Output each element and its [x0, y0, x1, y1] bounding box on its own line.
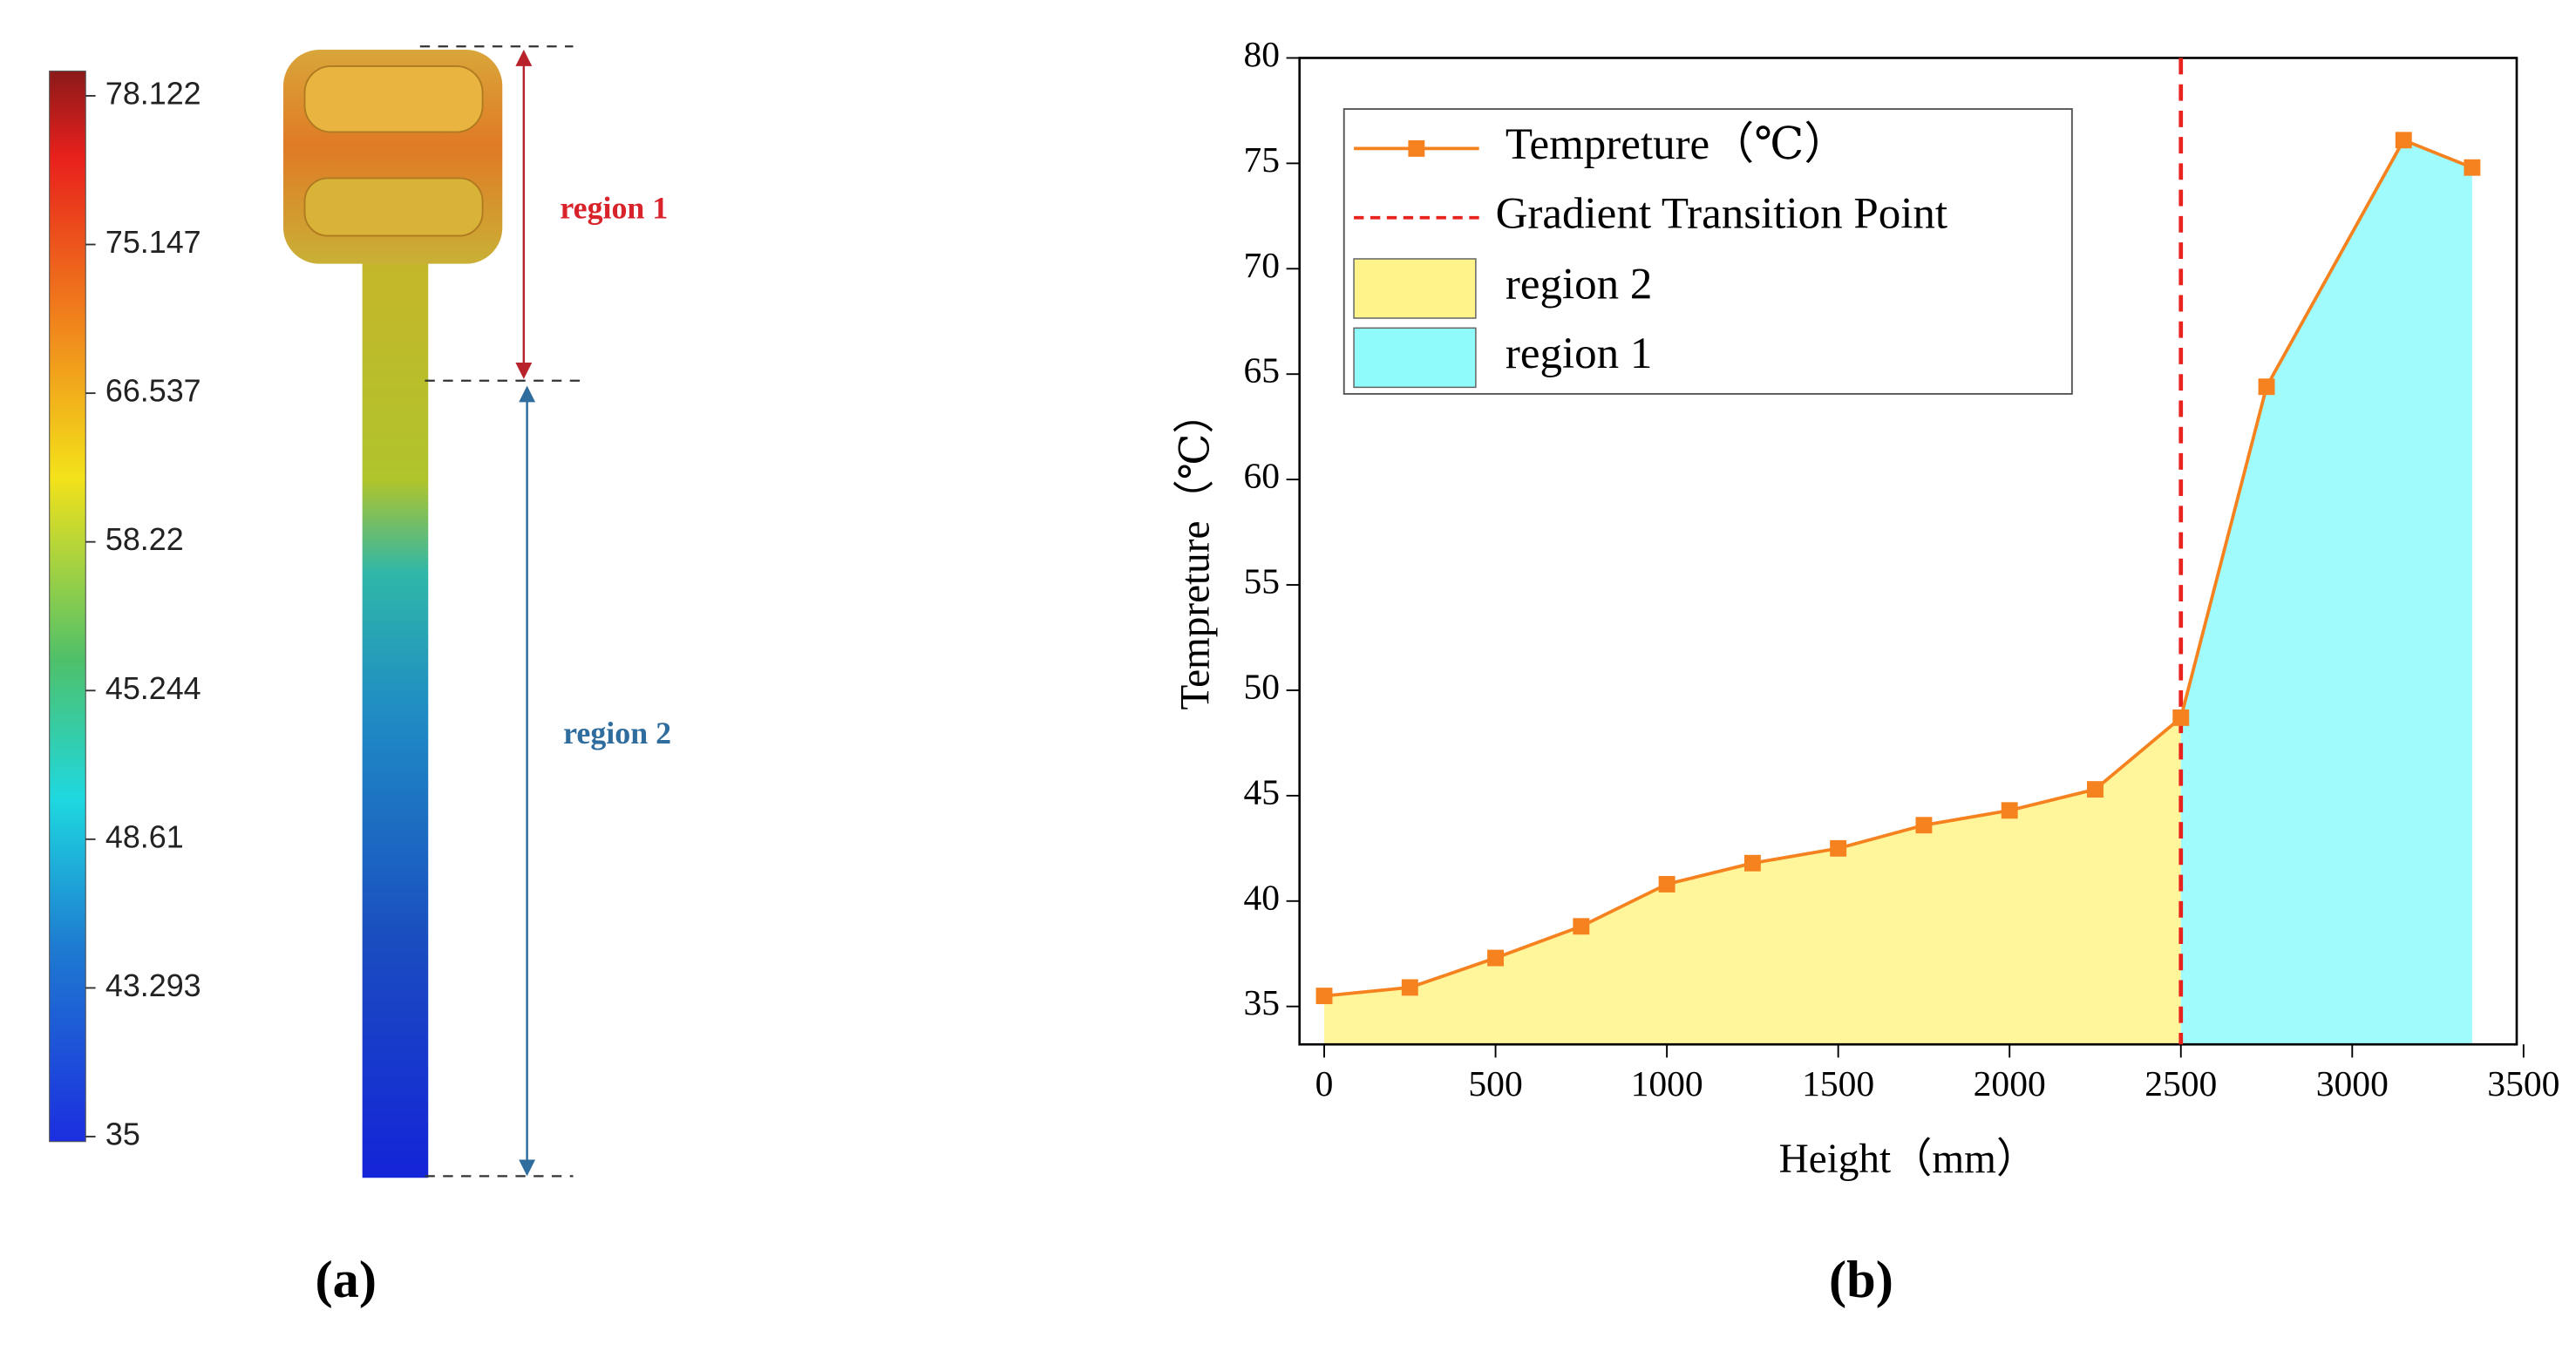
marker — [1743, 854, 1761, 872]
y-tick-label: 50 — [1244, 666, 1281, 706]
panel-label: (a) — [316, 1251, 377, 1309]
y-tick-label: 60 — [1244, 456, 1281, 496]
x-tick-label: 1500 — [1802, 1063, 1874, 1103]
legend-label: region 2 — [1505, 261, 1653, 309]
region-fill — [2180, 139, 2472, 1045]
stem — [362, 247, 429, 1178]
y-tick-label: 35 — [1244, 982, 1281, 1022]
x-axis-label: Height（mm） — [1779, 1137, 2037, 1182]
y-tick-label: 75 — [1244, 139, 1281, 180]
colorbar-label: 43.293 — [105, 968, 201, 1003]
y-tick-label: 70 — [1244, 245, 1281, 285]
series-line — [1323, 138, 2473, 998]
y-tick-label: 55 — [1244, 561, 1281, 601]
legend-label: region 1 — [1505, 329, 1653, 378]
plot-frame — [1298, 57, 2518, 1046]
x-tick-label: 500 — [1468, 1063, 1522, 1103]
colorbar-label: 78.122 — [105, 76, 201, 111]
x-tick-label: 2000 — [1974, 1063, 2046, 1103]
marker — [2464, 159, 2481, 176]
legend-swatch — [1353, 327, 1477, 389]
marker — [1573, 918, 1590, 935]
region-fill — [1324, 717, 2181, 1045]
colorbar-label: 66.537 — [105, 374, 201, 409]
head-slot — [303, 177, 484, 237]
legend-label: Tempreture（℃） — [1505, 120, 1848, 169]
marker — [2395, 132, 2412, 149]
panel-label: (b) — [1829, 1251, 1893, 1309]
region-label: region 2 — [563, 716, 671, 750]
head-slot — [303, 64, 484, 133]
marker — [1487, 949, 1505, 967]
x-tick-label: 0 — [1315, 1063, 1334, 1103]
y-tick-label: 45 — [1244, 771, 1281, 811]
colorbar-label: 48.61 — [105, 819, 184, 854]
colorbar-label: 75.147 — [105, 225, 201, 260]
legend-label: Gradient Transition Point — [1496, 189, 1948, 238]
legend-swatch — [1353, 258, 1477, 319]
y-tick-label: 40 — [1244, 877, 1281, 917]
y-axis-label: Tempreture（℃） — [1172, 392, 1218, 709]
marker — [2087, 781, 2104, 798]
panel-b: 35 40 45 50 55 60 65 70 75 80 0 500 1000 1500 2000 2500… — [1172, 34, 2559, 1309]
marker — [2001, 802, 2018, 819]
marker — [1315, 988, 1333, 1005]
legend-marker — [1408, 139, 1425, 157]
colorbar-label: 58.22 — [105, 522, 184, 557]
region-label: region 1 — [560, 190, 668, 225]
colorbar-label: 45.244 — [105, 671, 201, 706]
colorbar-label: 35 — [105, 1117, 140, 1152]
x-tick-label: 2500 — [2144, 1063, 2217, 1103]
x-tick-label: 3000 — [2316, 1063, 2389, 1103]
marker — [1401, 979, 1418, 996]
marker — [2258, 378, 2275, 396]
marker — [1830, 839, 1847, 857]
y-tick-label: 80 — [1244, 34, 1281, 74]
marker — [1915, 817, 1933, 834]
x-tick-label: 3500 — [2487, 1063, 2559, 1103]
x-tick-label: 1000 — [1631, 1063, 1703, 1103]
colorbar — [49, 71, 86, 1143]
y-tick-label: 65 — [1244, 350, 1281, 390]
dashes — [419, 45, 583, 1178]
arrows — [515, 50, 536, 1177]
marker — [1658, 875, 1675, 893]
panel-a: 78.122 75.147 66.537 58.22 45.244 48.61 43.293… — [49, 45, 671, 1309]
marker — [2172, 709, 2190, 726]
